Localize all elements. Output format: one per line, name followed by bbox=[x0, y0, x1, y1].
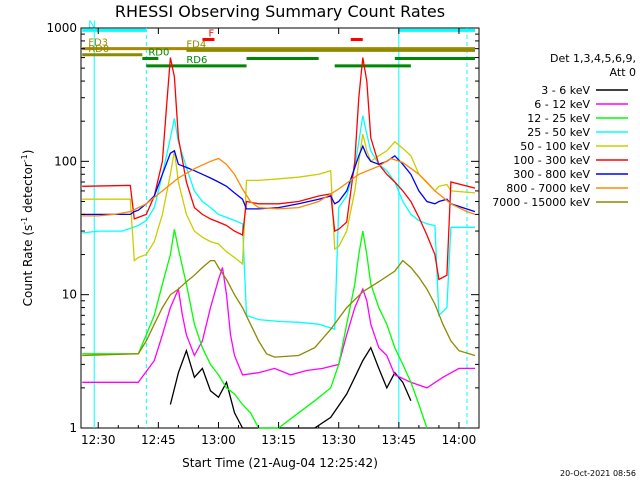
x-tick-label-6: 14:00 bbox=[442, 433, 477, 447]
x-tick-label-3: 13:15 bbox=[261, 433, 296, 447]
legend-header-line-1: Det 1,3,4,5,6,9, bbox=[550, 52, 636, 65]
y-tick-label-2: 100 bbox=[54, 154, 77, 168]
generation-timestamp: 20-Oct-2021 08:56 bbox=[560, 469, 636, 478]
legend-label-7: 800 - 7000 keV bbox=[506, 182, 590, 195]
x-tick-label-2: 13:00 bbox=[201, 433, 236, 447]
legend-label-2: 12 - 25 keV bbox=[527, 112, 590, 125]
series-line-8 bbox=[82, 259, 476, 358]
y-tick-label-0: 1 bbox=[69, 421, 77, 435]
y-axis-ticks: 1 10 100 1000 bbox=[46, 21, 479, 435]
x-tick-label-4: 13:30 bbox=[321, 433, 356, 447]
flag-label-1: F bbox=[208, 28, 214, 39]
legend-label-5: 100 - 300 keV bbox=[513, 154, 590, 167]
y-axis-label: Count Rate (s-1 detector-1) bbox=[20, 150, 35, 307]
chart-title: RHESSI Observing Summary Count Rates bbox=[115, 2, 445, 21]
x-tick-label-0: 12:30 bbox=[81, 433, 116, 447]
flag-label-2: FD3 bbox=[88, 38, 108, 49]
series-line-0 bbox=[169, 346, 412, 429]
vertical-markers bbox=[93, 28, 468, 428]
series-line-7 bbox=[82, 157, 476, 217]
plot-frame bbox=[80, 27, 480, 429]
series-line-6 bbox=[82, 144, 476, 216]
legend-label-4: 50 - 100 keV bbox=[520, 140, 590, 153]
y-tick-label-3: 1000 bbox=[46, 21, 77, 35]
y-tick-label-1: 10 bbox=[62, 288, 77, 302]
legend-label-0: 3 - 6 keV bbox=[541, 84, 590, 97]
legend-label-8: 7000 - 15000 keV bbox=[492, 196, 590, 209]
flag-bars: N F FD3 FD4 RD0 RD0 RD6 bbox=[82, 19, 475, 68]
flag-label-5: RD0 bbox=[148, 48, 169, 59]
series-lines bbox=[82, 57, 476, 429]
series-line-2 bbox=[82, 229, 428, 429]
flag-label-3: FD4 bbox=[186, 39, 206, 50]
x-axis-label: Start Time (21-Aug-04 12:25:42) bbox=[182, 456, 378, 470]
legend-label-1: 6 - 12 keV bbox=[534, 98, 590, 111]
series-line-5 bbox=[82, 57, 476, 281]
x-tick-label-5: 13:45 bbox=[382, 433, 417, 447]
flag-label-6: RD6 bbox=[186, 55, 207, 66]
flag-label-0: N bbox=[88, 19, 95, 30]
legend-label-3: 25 - 50 keV bbox=[527, 126, 590, 139]
legend-label-6: 300 - 800 keV bbox=[513, 168, 590, 181]
legend-header-line-2: Att 0 bbox=[610, 66, 636, 79]
x-axis-ticks: 12:30 12:45 13:00 13:15 13:30 13:45 14:00 bbox=[81, 28, 476, 447]
series-line-3 bbox=[82, 115, 475, 331]
x-tick-label-1: 12:45 bbox=[141, 433, 176, 447]
series-line-1 bbox=[82, 267, 475, 389]
series-line-4 bbox=[82, 133, 476, 266]
flag-label-4: RD0 bbox=[88, 44, 109, 55]
